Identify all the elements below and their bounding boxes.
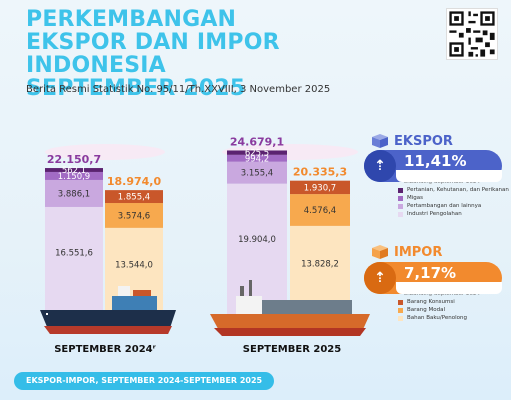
impor-bar-segment bbox=[105, 190, 163, 204]
ekspor-note-bg bbox=[396, 170, 502, 182]
platform-2024 bbox=[45, 144, 165, 160]
period-label-2024: SEPTEMBER 2024ʳ bbox=[54, 344, 156, 355]
bar-value-label: 13.544,0 bbox=[115, 260, 153, 270]
ekspor-legend-item: Pertambangan dan lainnya bbox=[398, 202, 509, 210]
ekspor-note: Dibanding September 2024 bbox=[404, 179, 481, 185]
impor-bar-segment bbox=[290, 194, 350, 226]
impor-total-label: 18.974,0 bbox=[107, 175, 162, 188]
ekspor-legend-item: Industri Pengolahan bbox=[398, 210, 509, 218]
footer-label: EKSPOR-IMPOR, SEPTEMBER 2024-SEPTEMBER 2… bbox=[14, 372, 275, 390]
ekspor-bar-segment bbox=[227, 161, 287, 184]
bar-value-label: 16.551,6 bbox=[55, 248, 93, 258]
impor-note-bg bbox=[396, 282, 502, 294]
ekspor-change-value: 11,41% bbox=[404, 152, 467, 170]
bar-value-label: 19.904,0 bbox=[238, 235, 276, 245]
bar-value-label: 3.886,1 bbox=[58, 189, 90, 199]
ekspor-bar-segment bbox=[227, 150, 287, 155]
page-title: PERKEMBANGAN EKSPOR DAN IMPOR INDONESIA … bbox=[26, 8, 426, 100]
impor-change-pill: ⇡ 7,17% Dibanding September 2024 bbox=[364, 262, 502, 297]
bar-value-label: 1.930,7 bbox=[304, 183, 336, 193]
title-line-3: SEPTEMBER 2025 bbox=[26, 76, 246, 101]
legend-label: Industri Pengolahan bbox=[407, 211, 462, 217]
cargo-ship-2024 bbox=[40, 286, 176, 334]
ekspor-legend: Pertanian, Kehutanan, dan Perikanan Miga… bbox=[398, 186, 509, 218]
legend-swatch bbox=[398, 211, 403, 217]
page-subtitle: Berita Resmi Statistik No. 95/11/Th.XXVI… bbox=[26, 84, 331, 95]
title-line-1: PERKEMBANGAN bbox=[26, 7, 237, 32]
ekspor-bar-segment bbox=[45, 171, 103, 180]
impor-legend-item: Barang Konsumsi bbox=[398, 298, 467, 306]
ekspor-total-label: 22.150,7 bbox=[47, 153, 101, 166]
ekspor-legend-item: Migas bbox=[398, 194, 509, 202]
qr-code-icon bbox=[446, 8, 498, 60]
impor-legend-item: Barang Modal bbox=[398, 306, 467, 314]
bar-value-label: 4.576,4 bbox=[304, 206, 336, 216]
legend-swatch bbox=[398, 307, 403, 313]
ekspor-bar-segment bbox=[45, 206, 103, 322]
legend-label: Pertanian, Kehutanan, dan Perikanan bbox=[407, 187, 509, 193]
legend-label: Pertambangan dan lainnya bbox=[407, 203, 482, 209]
legend-swatch bbox=[398, 203, 403, 209]
bar-value-label: 1.855,4 bbox=[118, 193, 150, 203]
legend-label: Migas bbox=[407, 195, 424, 201]
legend-label: Bahan Baku/Penolong bbox=[407, 315, 467, 321]
legend-label: Barang Modal bbox=[407, 307, 446, 313]
bar-value-label: 13.828,2 bbox=[301, 259, 339, 269]
ekspor-title: EKSPOR bbox=[394, 134, 453, 149]
impor-note: Dibanding September 2024 bbox=[404, 291, 481, 297]
impor-total-label: 20.335,3 bbox=[293, 166, 347, 179]
impor-title: IMPOR bbox=[394, 245, 443, 260]
impor-cube-icon bbox=[372, 245, 388, 259]
impor-bar-segment bbox=[105, 203, 163, 228]
ekspor-legend-item: Pertanian, Kehutanan, dan Perikanan bbox=[398, 186, 509, 194]
tanker-ship-2025 bbox=[210, 280, 370, 336]
ekspor-total-label: 24.679,1 bbox=[230, 135, 284, 148]
bar-value-label: 625,5 bbox=[245, 149, 269, 159]
impor-legend-item: Bahan Baku/Penolong bbox=[398, 314, 467, 322]
bar-value-label: 3.155,4 bbox=[241, 169, 273, 179]
impor-legend: Barang Konsumsi Barang Modal Bahan Baku/… bbox=[398, 298, 467, 322]
bar-value-label: 1.150,9 bbox=[58, 172, 90, 182]
legend-swatch bbox=[398, 299, 403, 305]
legend-swatch bbox=[398, 315, 403, 321]
bar-value-label: 562,1 bbox=[62, 166, 86, 176]
impor-bar-segment bbox=[290, 180, 350, 195]
impor-change-value: 7,17% bbox=[404, 264, 457, 282]
legend-swatch bbox=[398, 195, 403, 201]
bar-value-label: 994,2 bbox=[245, 154, 269, 164]
title-line-2: EKSPOR DAN IMPOR INDONESIA bbox=[26, 30, 280, 78]
impor-up-arrow-icon: ⇡ bbox=[364, 262, 396, 294]
ekspor-bar-segment bbox=[45, 168, 103, 172]
ekspor-cube-icon bbox=[372, 134, 388, 148]
ekspor-up-arrow-icon: ⇡ bbox=[364, 150, 396, 182]
legend-label: Barang Konsumsi bbox=[407, 299, 455, 305]
ekspor-bar-segment bbox=[45, 179, 103, 207]
ekspor-bar-segment bbox=[227, 154, 287, 162]
bar-value-label: 3.574,6 bbox=[118, 211, 150, 221]
period-label-2025: SEPTEMBER 2025 bbox=[243, 344, 341, 355]
legend-swatch bbox=[398, 187, 403, 193]
